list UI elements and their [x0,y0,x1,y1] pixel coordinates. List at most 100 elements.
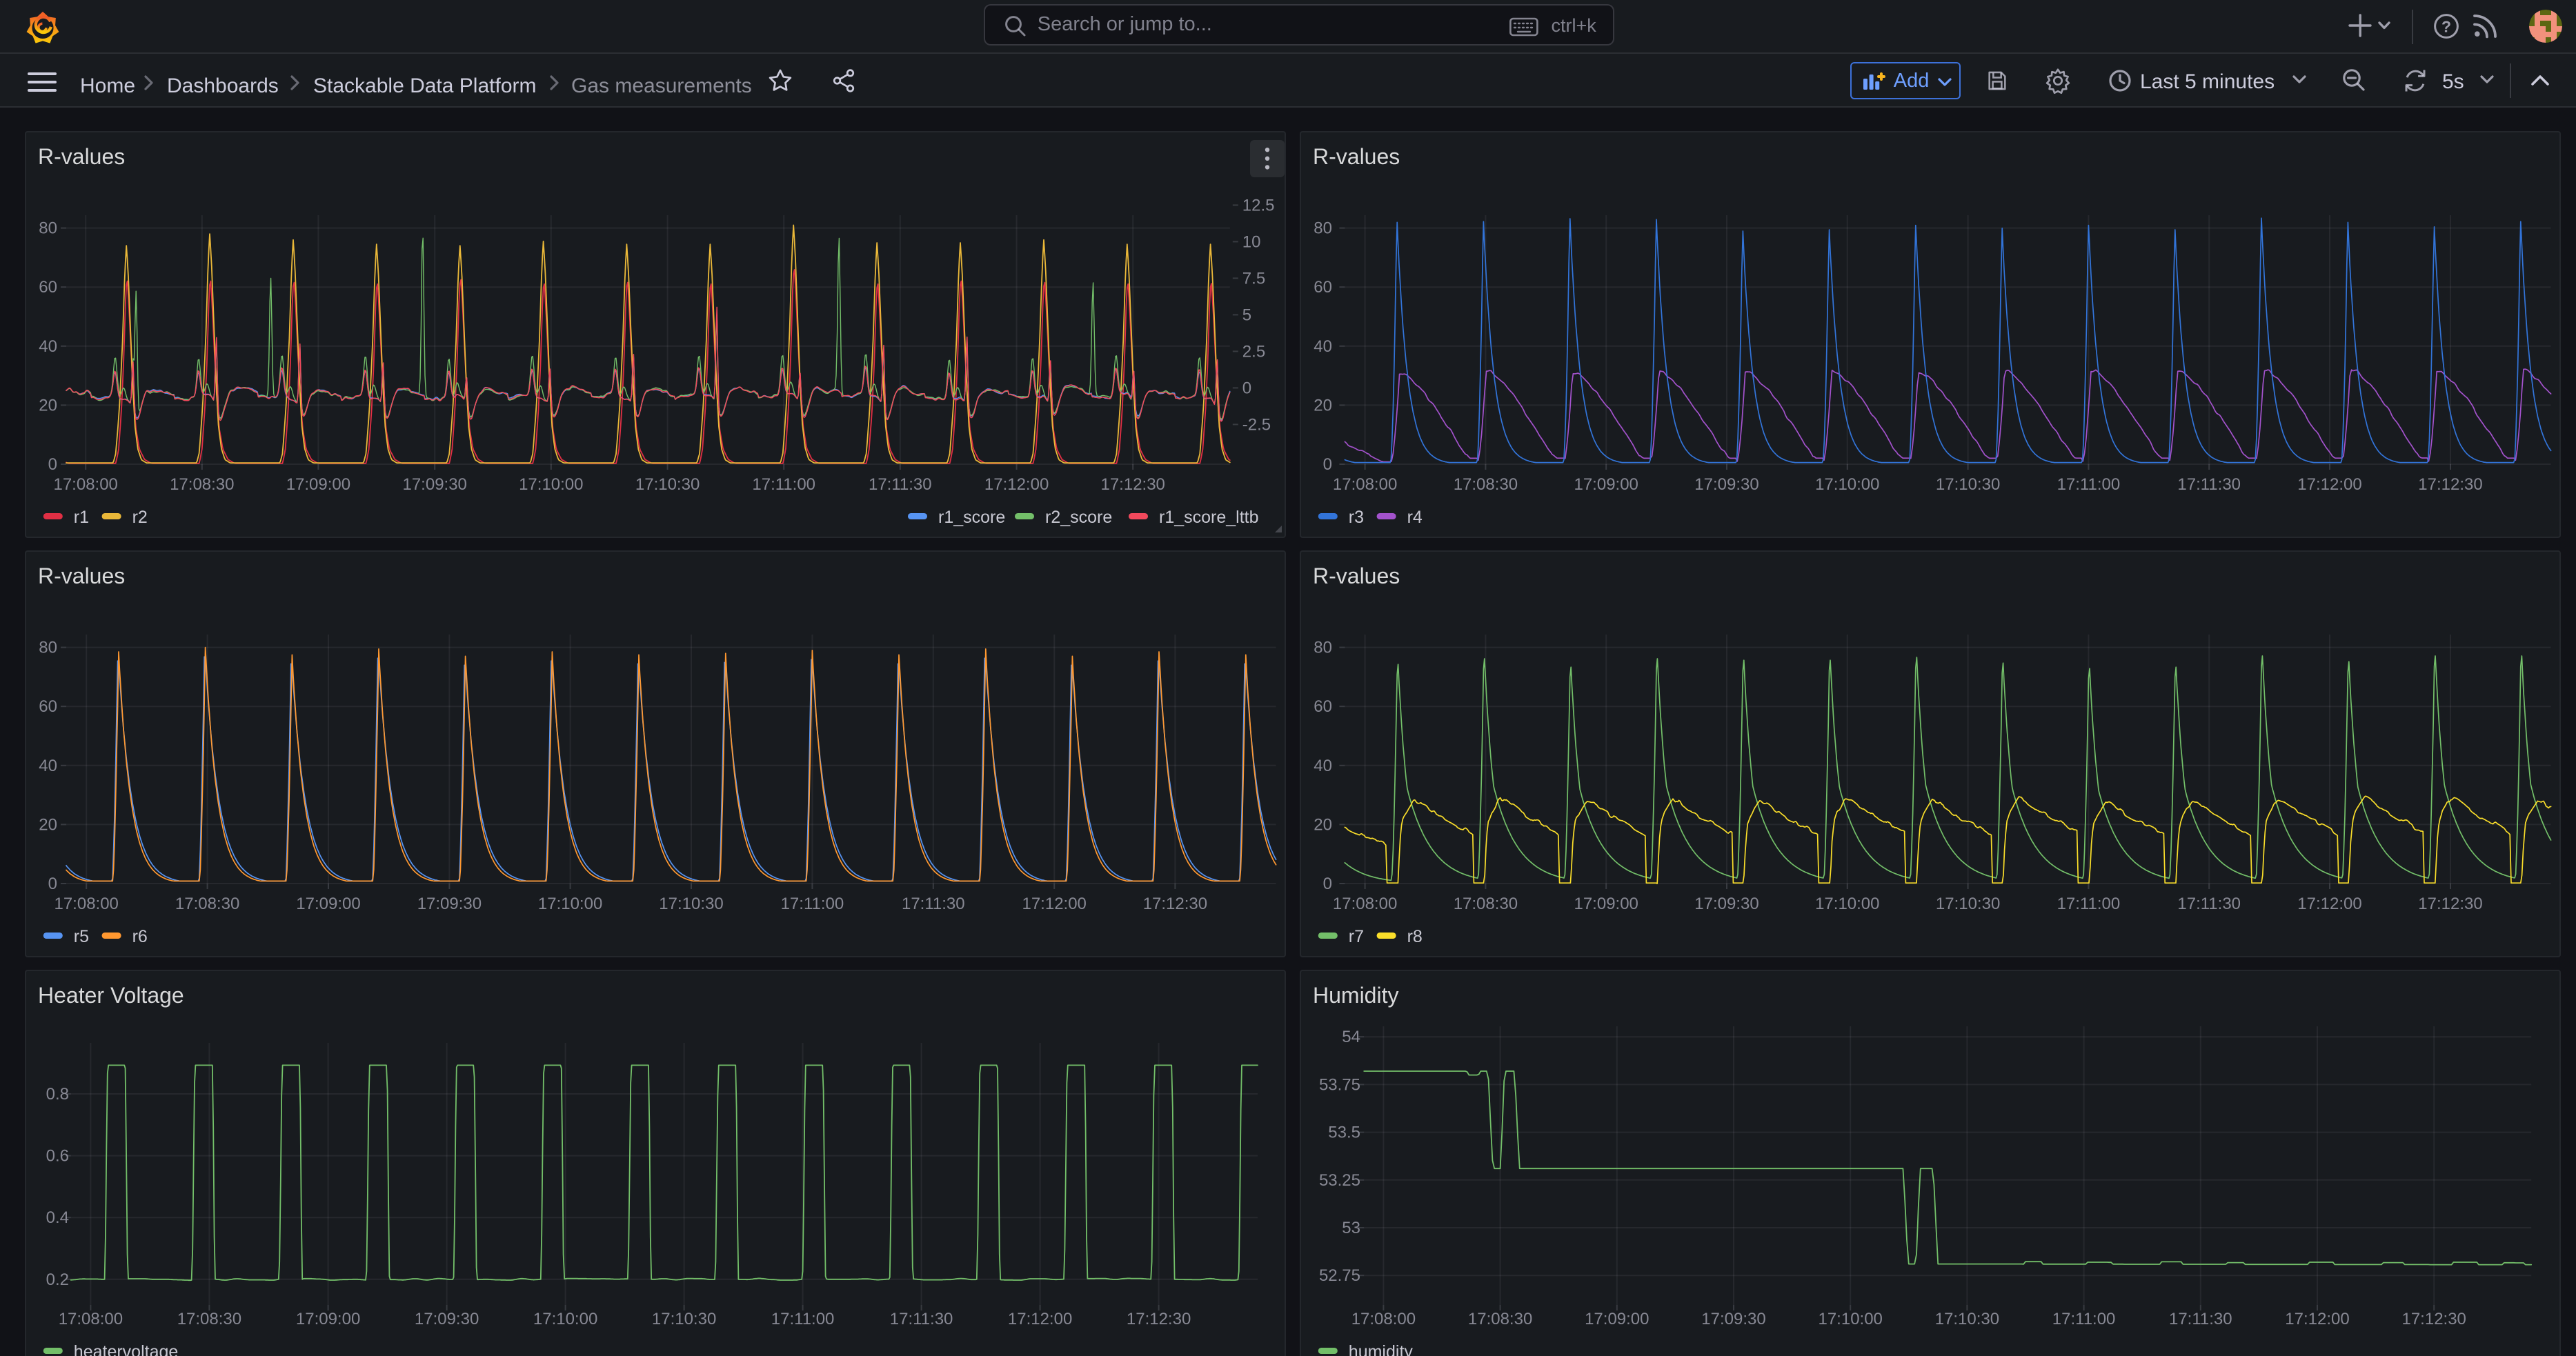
svg-text:20: 20 [1313,815,1331,834]
svg-text:17:08:30: 17:08:30 [170,475,235,493]
svg-text:17:08:30: 17:08:30 [1453,895,1517,913]
svg-text:20: 20 [39,815,58,834]
svg-text:17:12:00: 17:12:00 [1008,1310,1072,1328]
svg-text:80: 80 [1313,219,1331,237]
svg-text:20: 20 [1313,395,1331,414]
svg-text:17:09:30: 17:09:30 [1694,895,1758,913]
svg-text:17:09:30: 17:09:30 [1701,1310,1765,1328]
svg-text:R-values: R-values [39,564,126,588]
svg-text:r4: r4 [1407,507,1422,526]
svg-text:17:12:30: 17:12:30 [1143,895,1207,913]
svg-text:r8: r8 [1407,927,1422,946]
svg-text:Humidity: Humidity [1312,983,1398,1008]
svg-text:17:10:30: 17:10:30 [1935,475,1999,493]
svg-text:17:12:00: 17:12:00 [984,475,1049,493]
svg-text:17:11:30: 17:11:30 [2168,1310,2232,1328]
svg-text:80: 80 [39,638,58,657]
svg-text:17:08:30: 17:08:30 [177,1310,241,1328]
svg-text:17:12:00: 17:12:00 [2297,475,2361,493]
svg-text:17:08:00: 17:08:00 [54,475,118,493]
svg-text:17:12:00: 17:12:00 [2297,895,2361,913]
svg-text:2.5: 2.5 [1242,341,1265,360]
svg-text:17:08:00: 17:08:00 [59,1310,123,1328]
svg-text:humidity: humidity [1348,1342,1413,1356]
svg-text:40: 40 [39,756,58,775]
svg-text:20: 20 [39,395,58,414]
svg-text:17:10:30: 17:10:30 [1935,895,1999,913]
svg-text:r7: r7 [1348,927,1363,946]
svg-text:53: 53 [1341,1219,1360,1237]
svg-text:r1_score: r1_score [939,507,1006,526]
svg-text:0: 0 [1322,875,1331,893]
svg-text:17:11:00: 17:11:00 [771,1310,835,1328]
svg-text:17:10:30: 17:10:30 [635,475,700,493]
svg-text:10: 10 [1242,232,1261,250]
svg-text:17:12:00: 17:12:00 [2284,1310,2348,1328]
svg-text:60: 60 [1313,277,1331,296]
svg-text:12.5: 12.5 [1242,195,1275,214]
svg-text:40: 40 [1313,337,1331,355]
svg-text:-2.5: -2.5 [1242,415,1271,433]
svg-text:17:09:00: 17:09:00 [1573,895,1637,913]
svg-text:r2: r2 [132,507,148,526]
svg-text:heatervoltage: heatervoltage [74,1342,179,1356]
svg-text:17:08:00: 17:08:00 [1351,1310,1415,1328]
svg-text:17:10:30: 17:10:30 [652,1310,716,1328]
svg-text:17:10:00: 17:10:00 [1817,1310,1881,1328]
svg-text:80: 80 [1313,638,1331,657]
svg-text:r5: r5 [74,927,89,946]
svg-text:r1: r1 [74,507,89,526]
svg-text:60: 60 [39,277,58,296]
svg-text:?: ? [2441,17,2451,34]
svg-text:0.8: 0.8 [46,1085,69,1104]
svg-text:17:09:30: 17:09:30 [403,475,467,493]
svg-text:52.75: 52.75 [1318,1266,1360,1285]
svg-text:17:11:30: 17:11:30 [2177,895,2240,913]
svg-text:17:09:30: 17:09:30 [417,895,482,913]
svg-text:0: 0 [1242,378,1251,397]
svg-text:17:11:30: 17:11:30 [890,1310,953,1328]
svg-text:17:11:00: 17:11:00 [2057,475,2120,493]
svg-text:17:11:30: 17:11:30 [2177,475,2240,493]
svg-text:r3: r3 [1348,507,1363,526]
svg-text:R-values: R-values [1312,564,1399,588]
svg-text:0.2: 0.2 [46,1270,69,1289]
svg-text:0.6: 0.6 [46,1147,69,1166]
svg-text:17:10:00: 17:10:00 [1814,475,1879,493]
svg-text:17:09:30: 17:09:30 [1694,475,1758,493]
svg-text:17:11:30: 17:11:30 [869,475,932,493]
svg-text:17:08:30: 17:08:30 [1453,475,1517,493]
svg-text:17:10:00: 17:10:00 [1814,895,1879,913]
svg-text:R-values: R-values [39,143,126,168]
svg-text:17:10:30: 17:10:30 [1934,1310,1999,1328]
svg-text:0: 0 [48,875,57,893]
svg-text:r2_score: r2_score [1046,507,1113,526]
svg-text:17:10:00: 17:10:00 [538,895,602,913]
svg-text:17:10:00: 17:10:00 [519,475,584,493]
svg-text:17:12:30: 17:12:30 [2417,895,2481,913]
svg-text:17:09:00: 17:09:00 [1573,475,1637,493]
svg-text:17:11:00: 17:11:00 [781,895,844,913]
svg-text:60: 60 [1313,697,1331,716]
svg-text:53.5: 53.5 [1327,1124,1360,1142]
svg-text:17:10:00: 17:10:00 [533,1310,597,1328]
svg-text:17:11:00: 17:11:00 [2057,895,2120,913]
svg-text:17:12:30: 17:12:30 [1127,1310,1191,1328]
svg-text:7.5: 7.5 [1242,268,1265,287]
svg-text:60: 60 [39,697,58,716]
svg-text:17:12:00: 17:12:00 [1022,895,1087,913]
svg-text:17:12:30: 17:12:30 [1101,475,1165,493]
svg-text:0: 0 [1322,455,1331,473]
svg-text:17:09:00: 17:09:00 [1584,1310,1648,1328]
svg-text:17:10:30: 17:10:30 [660,895,724,913]
svg-text:17:08:30: 17:08:30 [1467,1310,1532,1328]
svg-text:17:08:00: 17:08:00 [55,895,119,913]
svg-text:40: 40 [39,337,58,355]
svg-text:17:12:30: 17:12:30 [2401,1310,2465,1328]
svg-text:17:09:00: 17:09:00 [296,1310,360,1328]
svg-text:r1_score_lttb: r1_score_lttb [1160,507,1260,526]
svg-text:80: 80 [39,219,58,237]
svg-text:17:12:30: 17:12:30 [2417,475,2481,493]
svg-text:0.4: 0.4 [46,1208,69,1227]
svg-text:0: 0 [48,455,57,473]
